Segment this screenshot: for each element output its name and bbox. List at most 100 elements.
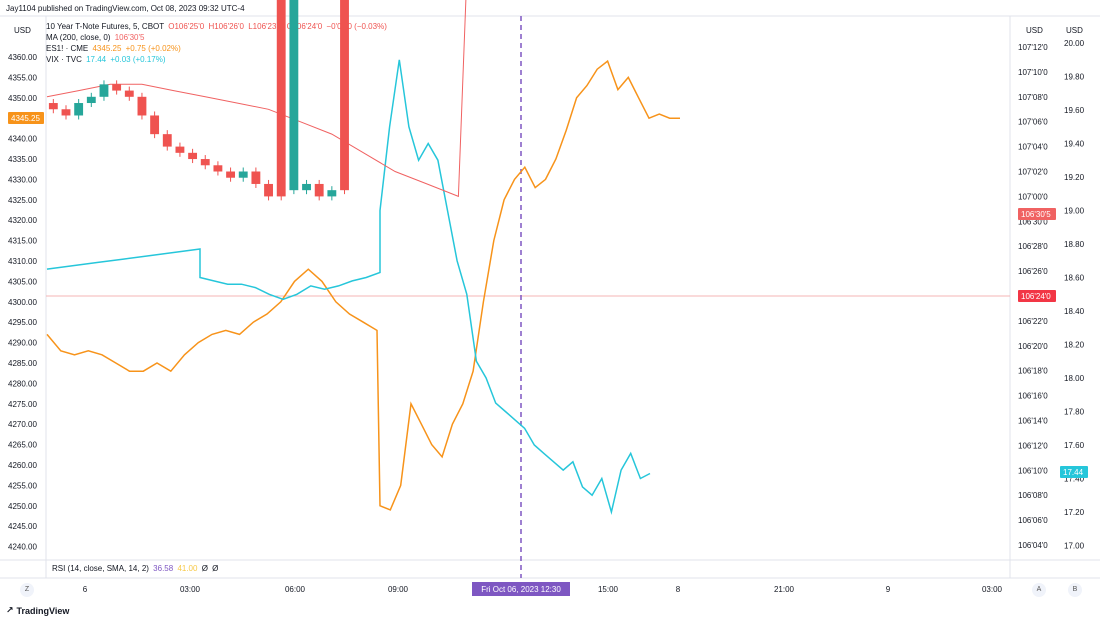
mid-axis-tick: 106'10'0 <box>1018 466 1048 475</box>
right-axis-tick: 19.80 <box>1064 73 1085 82</box>
candle-body <box>74 103 84 116</box>
candle-body <box>226 171 236 178</box>
tradingview-wordmark: TradingView <box>16 605 70 616</box>
legend-es-change: +0.75 (+0.02%) <box>125 44 181 53</box>
right-axis-tick: 17.60 <box>1064 441 1085 450</box>
left-axis-tick: 4255.00 <box>8 481 37 490</box>
tnote-price-badge-bg <box>1018 290 1056 302</box>
mid-axis-tick: 106'20'0 <box>1018 342 1048 351</box>
crosshair-label-bg <box>472 582 570 596</box>
left-axis-tick: 4305.00 <box>8 277 37 286</box>
mid-axis-tick: 106'08'0 <box>1018 491 1048 500</box>
left-currency: USD <box>14 26 31 35</box>
candle-body <box>238 171 248 178</box>
left-axis-tick: 4245.00 <box>8 522 37 531</box>
time-axis-tick: 6 <box>83 585 88 594</box>
vix-price-badge: 17.44 <box>1063 468 1084 477</box>
legend-vix: VIX · TVC 17.44 +0.03 (+0.17%) <box>46 55 166 65</box>
candle-body <box>188 152 198 160</box>
candle-body <box>124 90 134 97</box>
rsi-value-4: Ø <box>212 564 219 573</box>
legend-ma: MA (200, close, 0) 106'30'5 <box>46 33 144 43</box>
candle-body <box>289 0 299 191</box>
mid-axis-tick: 106'16'0 <box>1018 392 1048 401</box>
auto-scale-button[interactable]: A <box>1032 583 1046 597</box>
right-axis-tick: 17.40 <box>1064 475 1085 484</box>
left-axis-tick: 4355.00 <box>8 73 37 82</box>
left-axis-tick: 4270.00 <box>8 420 37 429</box>
legend-vix-change: +0.03 (+0.17%) <box>110 55 166 64</box>
candle-body <box>314 183 324 197</box>
left-axis-tick: 4300.00 <box>8 298 37 307</box>
left-axis-tick: 4250.00 <box>8 502 37 511</box>
candle-body <box>150 115 160 135</box>
right-currency: USD <box>1066 26 1083 35</box>
mid-axis-tick: 107'12'0 <box>1018 43 1048 52</box>
mid-axis-tick: 106'14'0 <box>1018 417 1048 426</box>
right-axis-tick: 19.00 <box>1064 207 1085 216</box>
left-axis-tick: 4260.00 <box>8 461 37 470</box>
legend-ma-name: MA (200, close, 0) <box>46 33 111 42</box>
left-axis-tick: 4310.00 <box>8 257 37 266</box>
candle-body <box>86 96 96 104</box>
legend-vix-value: 17.44 <box>86 55 107 64</box>
mid-axis-tick: 107'00'0 <box>1018 192 1048 201</box>
ma-price-badge: 106'30'5 <box>1021 210 1051 219</box>
mid-axis-tick: 107'02'0 <box>1018 168 1048 177</box>
time-axis-tick: 09:00 <box>388 585 409 594</box>
timezone-button[interactable]: Z <box>20 583 34 597</box>
left-axis-tick: 4360.00 <box>8 53 37 62</box>
time-axis-tick: 9 <box>886 585 891 594</box>
mid-axis-tick: 107'06'0 <box>1018 118 1048 127</box>
right-axis-tick: 18.00 <box>1064 374 1085 383</box>
right-axis-tick: 17.20 <box>1064 508 1085 517</box>
mid-axis-tick: 106'26'0 <box>1018 267 1048 276</box>
legend-es: ES1! · CME 4345.25 +0.75 (+0.02%) <box>46 44 181 54</box>
left-axis-tick: 4290.00 <box>8 339 37 348</box>
legend-main-change: −0'01'0 (−0.03%) <box>326 22 387 31</box>
mid-axis-tick: 106'28'0 <box>1018 242 1048 251</box>
left-axis-tick: 4350.00 <box>8 94 37 103</box>
candle-body <box>137 96 147 116</box>
scale-b-button[interactable]: B <box>1068 583 1082 597</box>
legend-main: 10 Year T-Note Futures, 5, CBOT O106'25'… <box>46 22 387 32</box>
rsi-legend: RSI (14, close, SMA, 14, 2) 36.58 41.00 … <box>52 564 218 574</box>
time-axis-tick: 15:00 <box>598 585 619 594</box>
candle-body <box>340 0 349 191</box>
rsi-value-2: 41.00 <box>177 564 198 573</box>
candle-body <box>264 183 273 197</box>
left-axis-tick: 4275.00 <box>8 400 37 409</box>
tradingview-icon: ↗ <box>6 605 14 615</box>
mid-axis-tick: 106'18'0 <box>1018 367 1048 376</box>
vix-price-badge-bg <box>1060 466 1088 478</box>
es-price-badge-bg <box>8 112 44 124</box>
tradingview-logo[interactable]: ↗ TradingView <box>6 605 69 616</box>
legend-main-low: L106'23'5 <box>248 22 283 31</box>
mid-axis-tick: 107'10'0 <box>1018 68 1048 77</box>
legend-vix-name: VIX · TVC <box>46 55 82 64</box>
legend-main-close: C106'24'0 <box>286 22 323 31</box>
time-axis-tick: 03:00 <box>982 585 1003 594</box>
legend-main-high: H106'26'0 <box>208 22 244 31</box>
candle-body <box>251 171 261 184</box>
left-axis-tick: 4340.00 <box>8 135 37 144</box>
right-axis-tick: 18.40 <box>1064 307 1085 316</box>
mid-axis-tick: 106'06'0 <box>1018 516 1048 525</box>
publisher-credit: Jay1104 published on TradingView.com, Oc… <box>6 4 245 13</box>
ma-price-badge-bg <box>1018 208 1056 220</box>
left-axis-tick: 4240.00 <box>8 543 37 552</box>
mid-axis-tick: 106'30'0 <box>1018 217 1048 226</box>
mid-axis-tick: 107'08'0 <box>1018 93 1048 102</box>
left-axis-tick: 4335.00 <box>8 155 37 164</box>
right-axis-tick: 18.80 <box>1064 240 1085 249</box>
left-axis-tick: 4325.00 <box>8 196 37 205</box>
legend-es-value: 4345.25 <box>92 44 122 53</box>
candle-body <box>48 103 58 110</box>
right-axis-tick: 17.80 <box>1064 408 1085 417</box>
time-axis-tick: 21:00 <box>774 585 795 594</box>
right-axis-tick: 19.60 <box>1064 106 1085 115</box>
right-axis-tick: 18.20 <box>1064 341 1085 350</box>
es-series-line <box>46 59 680 511</box>
legend-ma-value: 106'30'5 <box>114 33 145 42</box>
